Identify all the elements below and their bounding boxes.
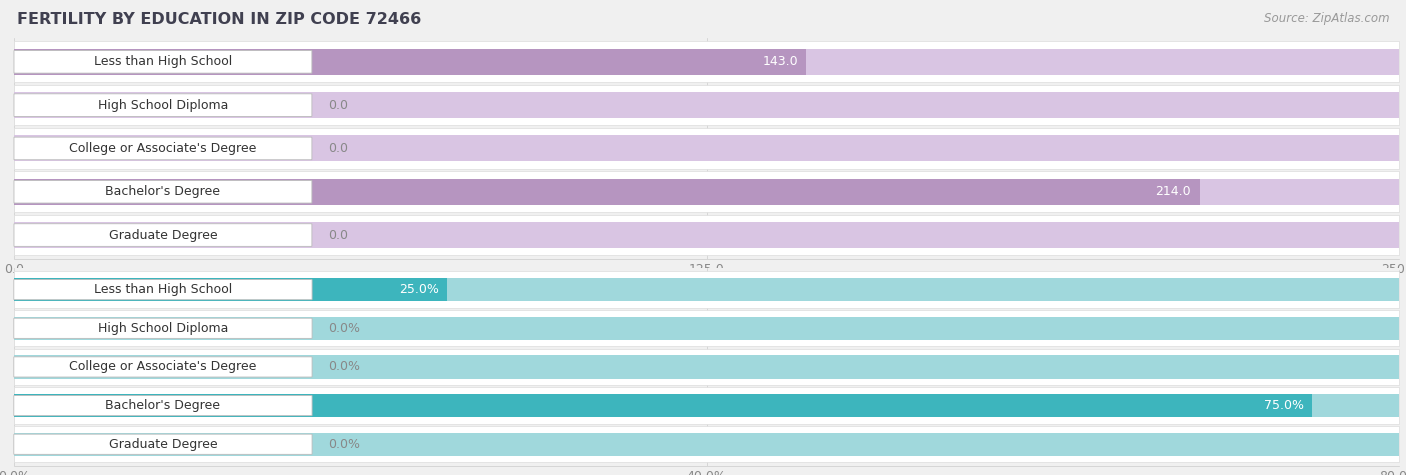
Text: FERTILITY BY EDUCATION IN ZIP CODE 72466: FERTILITY BY EDUCATION IN ZIP CODE 72466 — [17, 12, 422, 27]
FancyBboxPatch shape — [14, 171, 1399, 212]
Text: Source: ZipAtlas.com: Source: ZipAtlas.com — [1264, 12, 1389, 25]
Bar — [14, 179, 1199, 205]
FancyBboxPatch shape — [14, 434, 312, 454]
Text: 143.0: 143.0 — [762, 55, 799, 68]
Text: Graduate Degree: Graduate Degree — [108, 438, 218, 451]
FancyBboxPatch shape — [14, 85, 1399, 125]
Bar — [14, 355, 1399, 379]
FancyBboxPatch shape — [14, 272, 1399, 308]
FancyBboxPatch shape — [14, 310, 1399, 346]
Bar — [14, 278, 447, 301]
Text: 0.0: 0.0 — [329, 142, 349, 155]
FancyBboxPatch shape — [14, 426, 1399, 462]
Text: 0.0: 0.0 — [329, 99, 349, 112]
Bar — [14, 278, 1399, 301]
Text: 0.0: 0.0 — [329, 228, 349, 242]
FancyBboxPatch shape — [14, 357, 312, 377]
FancyBboxPatch shape — [14, 128, 1399, 169]
Text: 0.0%: 0.0% — [329, 322, 360, 335]
Text: Bachelor's Degree: Bachelor's Degree — [105, 399, 221, 412]
FancyBboxPatch shape — [14, 215, 1399, 256]
Text: 25.0%: 25.0% — [399, 283, 439, 296]
Bar — [14, 135, 1399, 162]
FancyBboxPatch shape — [14, 318, 312, 338]
Bar — [14, 222, 1399, 248]
Text: 0.0%: 0.0% — [329, 438, 360, 451]
Bar — [14, 92, 1399, 118]
Text: College or Associate's Degree: College or Associate's Degree — [69, 361, 257, 373]
Text: 0.0%: 0.0% — [329, 361, 360, 373]
Bar — [14, 49, 1399, 75]
Text: High School Diploma: High School Diploma — [98, 322, 228, 335]
FancyBboxPatch shape — [14, 388, 1399, 424]
Bar — [14, 49, 806, 75]
Bar — [14, 317, 1399, 340]
FancyBboxPatch shape — [14, 224, 312, 247]
FancyBboxPatch shape — [14, 349, 1399, 385]
Text: Bachelor's Degree: Bachelor's Degree — [105, 185, 221, 198]
Bar — [14, 179, 1399, 205]
Text: High School Diploma: High School Diploma — [98, 99, 228, 112]
FancyBboxPatch shape — [14, 137, 312, 160]
Text: Less than High School: Less than High School — [94, 283, 232, 296]
Bar — [14, 394, 1399, 417]
Text: College or Associate's Degree: College or Associate's Degree — [69, 142, 257, 155]
Text: 214.0: 214.0 — [1156, 185, 1191, 198]
FancyBboxPatch shape — [14, 280, 312, 300]
FancyBboxPatch shape — [14, 41, 1399, 82]
FancyBboxPatch shape — [14, 94, 312, 116]
FancyBboxPatch shape — [14, 50, 312, 73]
FancyBboxPatch shape — [14, 180, 312, 203]
Bar — [14, 433, 1399, 456]
FancyBboxPatch shape — [14, 396, 312, 416]
Text: Graduate Degree: Graduate Degree — [108, 228, 218, 242]
Text: Less than High School: Less than High School — [94, 55, 232, 68]
Text: 75.0%: 75.0% — [1264, 399, 1305, 412]
Bar — [14, 394, 1312, 417]
